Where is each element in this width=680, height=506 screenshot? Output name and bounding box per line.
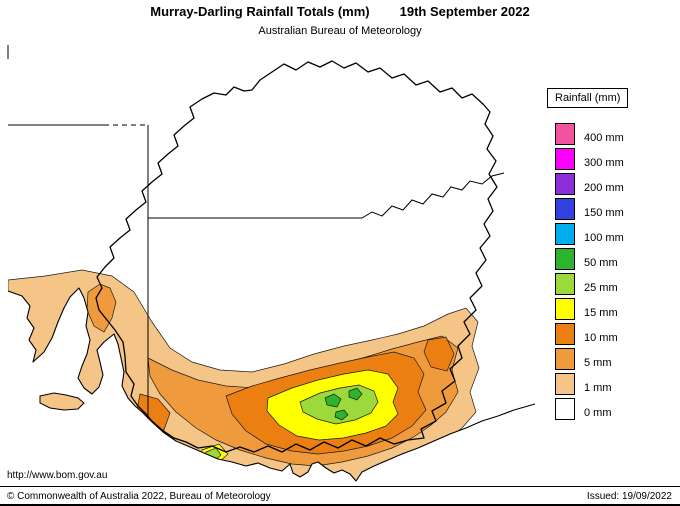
legend-item: 400 mm	[555, 120, 628, 145]
legend-item: 10 mm	[555, 320, 628, 345]
legend-swatch	[555, 348, 575, 370]
legend-item: 0 mm	[555, 395, 628, 420]
rain-region-50mm-a	[324, 393, 342, 408]
rain-region-10mm-east	[423, 336, 455, 372]
legend-label: 300 mm	[584, 157, 624, 169]
legend-swatch	[555, 123, 575, 145]
legend-title: Rainfall (mm)	[547, 88, 629, 108]
legend-label: 15 mm	[584, 307, 618, 319]
legend-item: 25 mm	[555, 270, 628, 295]
legend-label: 150 mm	[584, 207, 624, 219]
legend-label: 400 mm	[584, 132, 624, 144]
legend-label: 100 mm	[584, 232, 624, 244]
legend-label: 50 mm	[584, 257, 618, 269]
legend-swatch	[555, 373, 575, 395]
legend: Rainfall (mm) 400 mm 300 mm 200 mm 150 mm 10…	[547, 88, 629, 420]
title-date: 19th September 2022	[399, 4, 530, 19]
issued-date-text: Issued: 19/09/2022	[586, 491, 672, 502]
basin-outline	[95, 60, 498, 453]
header: Murray-Darling Rainfall Totals (mm) 19th…	[0, 4, 680, 37]
legend-label: 0 mm	[584, 407, 612, 419]
legend-item: 50 mm	[555, 245, 628, 270]
legend-swatch	[555, 298, 575, 320]
legend-label: 5 mm	[584, 357, 612, 369]
legend-swatch	[555, 323, 575, 345]
legend-label: 10 mm	[584, 332, 618, 344]
coastline	[7, 287, 536, 482]
legend-label: 200 mm	[584, 182, 624, 194]
page-title: Murray-Darling Rainfall Totals (mm) 19th…	[0, 4, 680, 19]
bottom-border	[0, 504, 680, 506]
rainfall-layers	[8, 269, 480, 481]
rain-region-50mm-b	[348, 387, 363, 401]
legend-item: 100 mm	[555, 220, 628, 245]
legend-label: 25 mm	[584, 282, 618, 294]
rain-region-5mm-eyre	[8, 327, 31, 355]
legend-item: 300 mm	[555, 145, 628, 170]
legend-swatch	[555, 223, 575, 245]
copyright-text: © Commonwealth of Australia 2022, Bureau…	[7, 491, 271, 502]
legend-item: 5 mm	[555, 345, 628, 370]
legend-swatch	[555, 198, 575, 220]
legend-swatch	[555, 173, 575, 195]
kangaroo-island	[39, 392, 85, 411]
legend-item: 1 mm	[555, 370, 628, 395]
rain-region-5mm-sa	[86, 283, 117, 333]
bom-url-text: http://www.bom.gov.au	[7, 470, 108, 481]
legend-item: 15 mm	[555, 295, 628, 320]
footer-divider	[0, 486, 680, 487]
title-text: Murray-Darling Rainfall Totals (mm)	[150, 4, 370, 19]
legend-swatch	[555, 398, 575, 420]
legend-item: 150 mm	[555, 195, 628, 220]
legend-swatch	[555, 273, 575, 295]
legend-swatch	[555, 148, 575, 170]
state-border-qld-nsw	[148, 172, 505, 219]
legend-swatch	[555, 248, 575, 270]
legend-label: 1 mm	[584, 382, 612, 394]
subtitle: Australian Bureau of Meteorology	[258, 25, 422, 37]
legend-scale: 400 mm 300 mm 200 mm 150 mm 100 mm 50 mm 25 mm…	[555, 120, 628, 420]
rain-region-50mm-c	[334, 409, 349, 421]
legend-item: 200 mm	[555, 170, 628, 195]
